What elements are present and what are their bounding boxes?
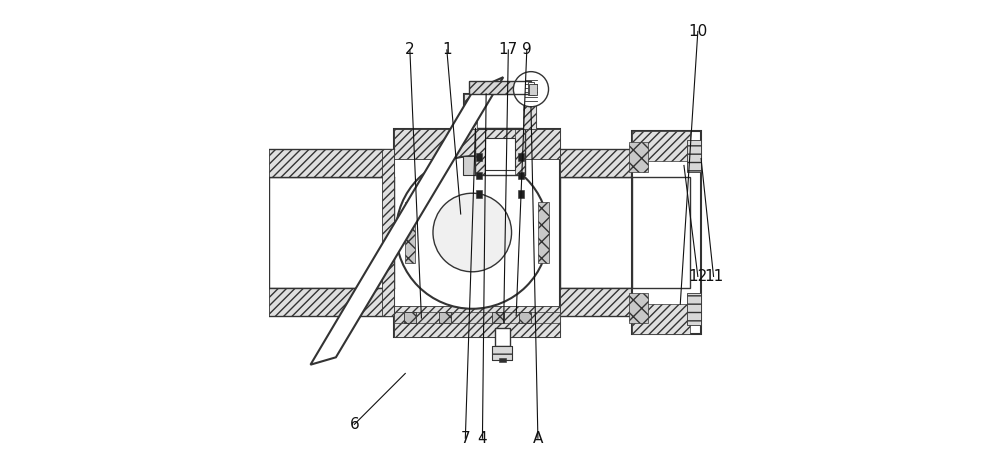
Bar (469, 81, 531, 94)
Circle shape (513, 72, 549, 107)
Bar (492, 346, 512, 359)
Bar (269, 177, 394, 288)
Bar (518, 191, 524, 198)
Bar (475, 128, 485, 175)
Bar (475, 128, 525, 175)
Bar (629, 142, 648, 173)
Bar (485, 138, 515, 170)
Bar (394, 128, 560, 159)
Bar (518, 172, 524, 179)
Bar (632, 304, 690, 334)
Text: 17: 17 (499, 42, 518, 57)
Bar (394, 306, 560, 337)
Bar (632, 131, 690, 161)
Circle shape (433, 193, 512, 272)
Bar (404, 312, 416, 323)
Bar (687, 292, 701, 325)
Bar (464, 94, 477, 128)
Bar (464, 94, 536, 128)
Bar (476, 172, 482, 179)
Bar (269, 149, 394, 177)
Bar (394, 128, 560, 337)
Bar (476, 153, 482, 161)
Bar (629, 292, 648, 323)
Bar (463, 156, 482, 175)
Text: 12: 12 (688, 269, 707, 284)
Text: 6: 6 (350, 417, 359, 432)
Bar (632, 131, 701, 334)
Bar (523, 94, 536, 128)
Text: A: A (533, 431, 543, 445)
Text: 2: 2 (405, 42, 415, 57)
Bar (632, 177, 690, 288)
Bar (439, 312, 451, 323)
Bar (515, 128, 525, 175)
Bar (518, 153, 524, 161)
Circle shape (396, 156, 549, 309)
Bar (687, 140, 701, 173)
Text: 4: 4 (478, 431, 487, 445)
Bar (382, 149, 394, 316)
Text: 1: 1 (442, 42, 452, 57)
Bar (492, 346, 512, 359)
Polygon shape (310, 77, 503, 365)
Text: 11: 11 (704, 269, 723, 284)
Bar (560, 149, 632, 177)
Text: 10: 10 (688, 24, 707, 39)
Bar (499, 358, 506, 362)
Bar (495, 328, 510, 346)
Bar (476, 191, 482, 198)
Bar (405, 202, 415, 263)
Bar (492, 312, 504, 323)
Bar (529, 84, 537, 95)
Text: 7: 7 (461, 431, 470, 445)
Bar (538, 202, 549, 263)
Bar (560, 288, 632, 316)
Bar (394, 312, 560, 323)
Bar (469, 81, 531, 94)
Bar (269, 288, 394, 316)
Bar (519, 312, 531, 323)
Text: 9: 9 (522, 42, 532, 57)
Bar (560, 177, 632, 288)
Bar (528, 82, 534, 95)
